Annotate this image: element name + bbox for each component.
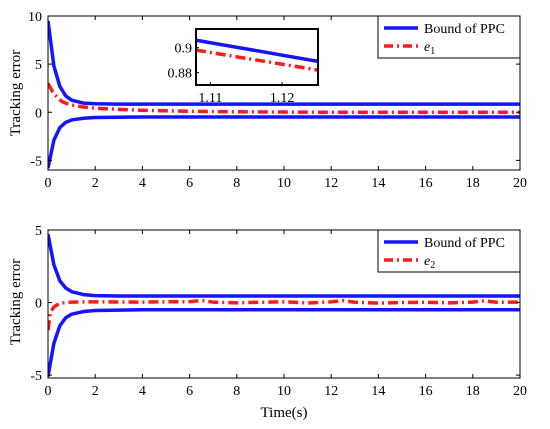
bottom-legend-box [377,229,521,273]
x-tick-label-1-7: 14 [371,384,385,399]
x-tick-label-0-8: 16 [419,176,433,191]
x-tick-label-0-6: 12 [324,176,338,191]
x-tick-label-1-1: 2 [92,384,99,399]
x-tick-label-1-5: 10 [277,384,291,399]
series-line-0-0 [48,20,520,106]
y-tick-label-1-0: -5 [30,369,42,384]
series-line-0-1 [48,115,520,169]
x-tick-label-1-0: 0 [45,384,52,399]
x-tick-label-1-9: 18 [466,384,480,399]
top-legend-e1-subscript: 1 [430,46,435,57]
y-tick-label-0-0: -5 [30,154,42,169]
y-tick-label-1-1: 0 [35,297,42,312]
inset-plot-area [196,38,318,72]
x-tick-label-0-7: 14 [371,176,385,191]
top-legend-label-e1: e1 [424,40,435,57]
x-tick-label-0-10: 20 [513,176,527,191]
x-tick-label-0-0: 0 [45,176,52,191]
x-tick-label-1-3: 6 [186,384,193,399]
series-line-1-2 [48,298,520,331]
bottom-xlabel: Time(s) [261,405,308,421]
bottom-legend-label-bound: Bound of PPC [424,236,505,251]
bottom-ylabel: Tracking error [8,259,24,346]
top-ylabel: Tracking error [8,50,24,137]
inset-ticks: 1.11 1.12 0.88 0.9 [168,42,295,106]
inset-x-tick-label-0: 1.11 [198,91,222,106]
series-line-0-2 [48,82,520,114]
y-tick-label-0-3: 10 [28,10,42,25]
top-legend-e1-symbol: e [424,40,430,55]
inset-series-line-0 [196,38,318,64]
bottom-legend: Bound of PPC e2 [377,229,521,273]
x-tick-label-1-6: 12 [324,384,338,399]
series-line-1-1 [48,308,520,377]
inset-y-tick-label-1: 0.9 [175,42,193,57]
top-legend-label-bound: Bound of PPC [424,22,505,37]
top-legend: Bound of PPC e1 [377,15,521,59]
x-tick-label-1-4: 8 [233,384,240,399]
y-tick-label-0-1: 0 [35,106,42,121]
top-plot-area [48,20,520,169]
x-tick-label-1-2: 4 [139,384,146,399]
x-tick-label-1-8: 16 [419,384,433,399]
x-tick-label-0-4: 8 [233,176,240,191]
x-tick-label-0-3: 6 [186,176,193,191]
inset-y-tick-label-0: 0.88 [168,67,193,82]
y-tick-label-0-2: 5 [35,58,42,73]
bottom-ticks: 0 2 4 6 8 10 12 14 16 18 20-505 [30,224,527,399]
bottom-legend-label-e2: e2 [424,254,435,271]
top-legend-box [377,15,521,59]
bottom-plot-area [48,234,520,377]
x-tick-label-1-10: 20 [513,384,527,399]
top-inset: 1.11 1.12 0.88 0.9 [168,28,319,106]
bottom-legend-e2-subscript: 2 [430,260,435,271]
series-line-1-0 [48,234,520,298]
inset-box [195,28,319,86]
x-tick-label-0-1: 2 [92,176,99,191]
bottom-panel: Tracking error 0 2 4 6 8 10 12 14 16 18 20-505 Tim… [8,224,527,421]
x-tick-label-0-5: 10 [277,176,291,191]
bottom-legend-e2-symbol: e [424,254,430,269]
inset-x-tick-label-1: 1.12 [270,91,295,106]
x-tick-label-0-9: 18 [466,176,480,191]
x-tick-label-0-2: 4 [139,176,146,191]
inset-series-line-1 [196,48,318,72]
y-tick-label-1-2: 5 [35,224,42,239]
